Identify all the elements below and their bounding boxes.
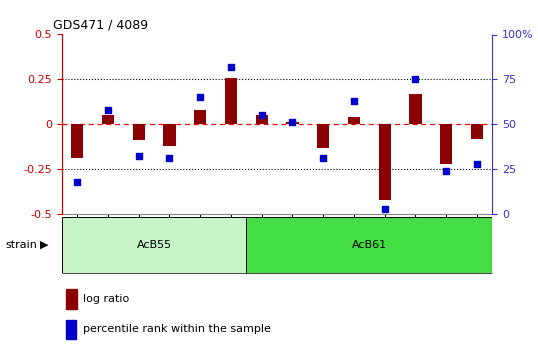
Bar	[66, 289, 77, 309]
Bar	[71, 124, 83, 158]
Point	[319, 156, 328, 161]
Text: strain: strain	[5, 240, 37, 250]
Point	[165, 156, 174, 161]
Point	[288, 120, 297, 125]
Point	[226, 64, 235, 70]
Point	[380, 206, 389, 211]
Bar	[348, 117, 360, 124]
Point	[104, 107, 112, 112]
Bar	[102, 115, 114, 124]
Text: ▶: ▶	[40, 240, 49, 250]
Text: percentile rank within the sample: percentile rank within the sample	[83, 324, 271, 334]
Bar	[164, 124, 175, 146]
Bar	[194, 110, 207, 124]
Point	[411, 77, 420, 82]
Point	[196, 95, 204, 100]
Bar	[256, 115, 268, 124]
Text: GDS471 / 4089: GDS471 / 4089	[53, 19, 148, 32]
Point	[257, 112, 266, 118]
Bar	[379, 124, 391, 199]
Point	[73, 179, 82, 184]
Bar	[471, 124, 483, 139]
Point	[134, 154, 143, 159]
Text: log ratio: log ratio	[83, 294, 130, 304]
Text: AcB61: AcB61	[352, 240, 387, 250]
Point	[442, 168, 450, 174]
Bar	[62, 217, 246, 273]
Point	[472, 161, 481, 166]
Bar	[132, 124, 145, 140]
Bar	[246, 217, 492, 273]
Text: AcB55: AcB55	[137, 240, 172, 250]
Bar	[317, 124, 329, 148]
Bar	[286, 122, 299, 124]
Bar	[66, 320, 76, 339]
Bar	[440, 124, 452, 164]
Point	[350, 98, 358, 104]
Bar	[225, 78, 237, 124]
Bar	[409, 94, 422, 124]
